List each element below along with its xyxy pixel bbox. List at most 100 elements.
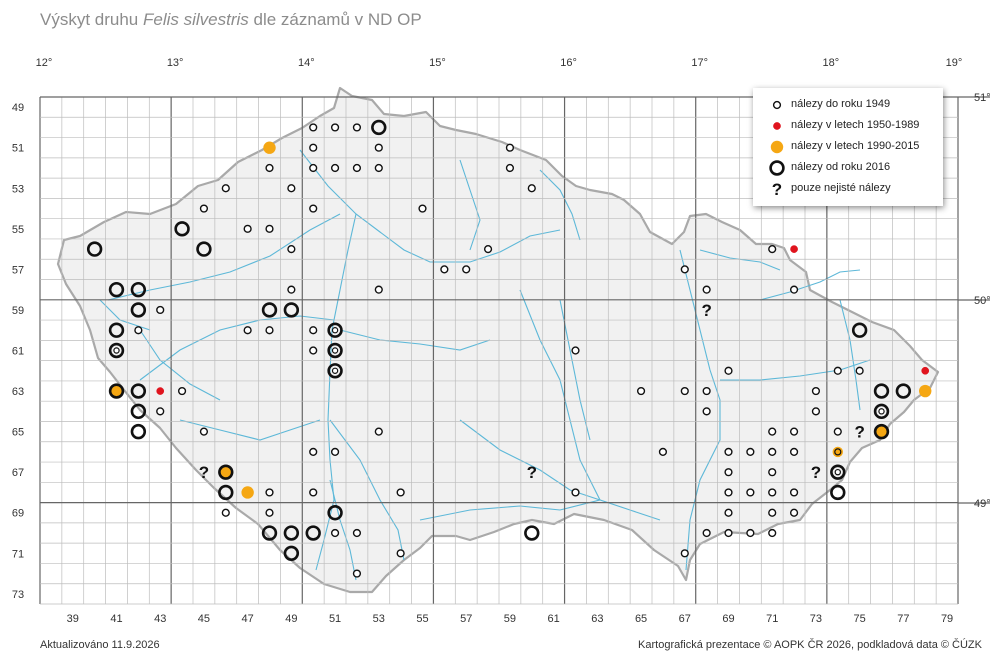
marker-pre-1949 — [374, 285, 383, 294]
credits: Kartografická prezentace © AOPK ČR 2026,… — [638, 639, 982, 651]
marker-pre-1949 — [571, 488, 580, 497]
row-label: 61 — [12, 346, 24, 358]
marker-since-2016 — [327, 363, 343, 379]
record-marker — [374, 163, 383, 173]
marker-pre-1949 — [199, 204, 209, 213]
axis-labels: 12° 13° 14° 15° 16° 17° 18° 19° 51° 50° 49° 39 41 43 4… — [12, 57, 991, 625]
record-marker — [702, 386, 711, 396]
record-marker — [746, 488, 755, 497]
record-marker — [636, 386, 646, 396]
column-label: 51 — [329, 613, 341, 625]
marker-pre-1949 — [772, 100, 782, 110]
record-marker — [327, 322, 343, 338]
record-marker — [724, 488, 733, 497]
record-marker — [768, 528, 777, 538]
country-shading — [56, 86, 940, 594]
record-marker — [265, 326, 274, 335]
marker-pre-1949 — [680, 386, 689, 396]
marker-pre-1949 — [309, 447, 318, 457]
column-label: 79 — [941, 613, 953, 625]
record-marker — [327, 342, 343, 359]
record-marker — [702, 528, 711, 538]
record-marker — [196, 241, 212, 257]
legend-label: nálezy do roku 1949 — [791, 98, 891, 110]
legend-label: pouze nejisté nálezy — [791, 182, 891, 194]
marker-1990-2015 — [919, 384, 932, 398]
record-marker — [261, 525, 278, 541]
marker-pre-1949 — [156, 305, 165, 315]
river-luznice — [329, 419, 405, 561]
title-suffix: dle záznamů v ND OP — [248, 10, 422, 29]
legend-label: nálezy od roku 2016 — [791, 161, 891, 173]
record-marker: ? — [527, 463, 537, 482]
record-marker — [768, 488, 777, 497]
record-marker — [287, 184, 296, 193]
record-marker — [832, 446, 843, 458]
record-marker — [330, 163, 340, 173]
marker-pre-1949 — [462, 265, 471, 274]
marker-pre-1949 — [702, 407, 711, 416]
record-marker — [265, 163, 274, 173]
longitude-label: 13° — [167, 57, 184, 69]
river-morava — [679, 249, 721, 571]
record-marker — [199, 427, 209, 436]
row-label: 67 — [12, 467, 24, 479]
record-marker — [374, 427, 383, 436]
longitude-label: 17° — [691, 57, 708, 69]
marker-pre-1949 — [352, 163, 362, 173]
marker-1990-2015 — [219, 465, 232, 479]
river-malse — [329, 479, 357, 581]
river-layer — [99, 149, 871, 581]
record-marker — [221, 184, 230, 193]
marker-pre-1949 — [287, 184, 296, 193]
marker-uncertain: ? — [772, 180, 782, 198]
marker-pre-1949 — [265, 163, 274, 173]
marker-pre-1949 — [352, 123, 362, 132]
record-marker — [108, 342, 125, 359]
record-marker — [86, 241, 103, 257]
marker-since-2016 — [261, 302, 278, 318]
marker-since-2016 — [895, 383, 912, 399]
record-marker — [851, 322, 868, 338]
marker-pre-1949 — [811, 386, 821, 396]
record-marker — [156, 407, 165, 416]
record-marker — [873, 423, 890, 440]
column-label: 55 — [416, 613, 428, 625]
record-marker — [265, 508, 274, 517]
marker-pre-1949 — [724, 528, 733, 538]
record-marker — [724, 447, 733, 457]
row-label: 51 — [12, 143, 24, 155]
marker-pre-1949 — [789, 447, 799, 457]
marker-pre-1949 — [374, 427, 383, 436]
column-label: 59 — [504, 613, 516, 625]
record-marker — [134, 326, 143, 335]
record-marker — [746, 447, 755, 457]
marker-pre-1949 — [768, 468, 777, 477]
record-marker — [830, 484, 846, 501]
record-marker — [352, 163, 362, 173]
record-marker — [174, 221, 190, 237]
marker-since-2016 — [218, 464, 234, 480]
column-label: 75 — [854, 613, 866, 625]
updated-date: Aktualizováno 11.9.2026 — [40, 639, 160, 651]
marker-pre-1949 — [768, 447, 777, 457]
record-marker — [702, 407, 711, 416]
record-marker — [833, 427, 842, 436]
marker-since-2016 — [86, 241, 103, 257]
marker-pre-1949 — [396, 549, 405, 558]
record-marker — [261, 302, 278, 318]
row-label: 71 — [12, 548, 24, 560]
record-marker — [199, 204, 209, 213]
record-marker — [108, 322, 125, 338]
legend-box: nálezy do roku 1949 nálezy v letech 1950-… — [753, 88, 943, 206]
marker-since-2016 — [830, 484, 846, 501]
marker-pre-1949 — [330, 528, 340, 538]
marker-pre-1949 — [789, 427, 799, 436]
record-marker — [374, 285, 383, 294]
title-species: Felis silvestris — [143, 10, 249, 29]
marker-pre-1949 — [309, 488, 318, 497]
record-marker — [658, 447, 668, 457]
row-label: 49 — [12, 102, 24, 114]
marker-uncertain: ? — [527, 463, 537, 482]
marker-since-2016 — [371, 119, 387, 136]
